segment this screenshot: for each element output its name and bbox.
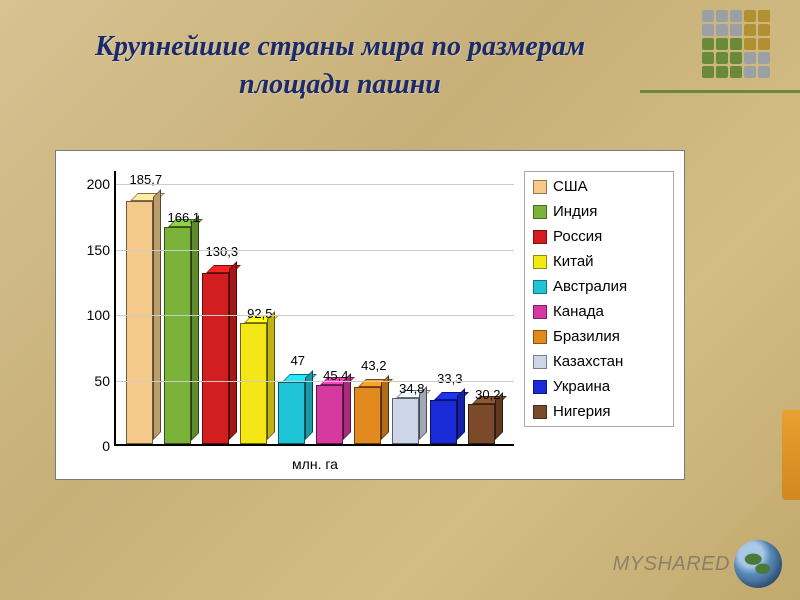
- gridline: [116, 184, 514, 185]
- legend-swatch: [533, 380, 547, 394]
- x-axis-label: млн. га: [116, 456, 514, 472]
- chart-plot-area: 185,7166,1130,392,54745,443,234,833,330,…: [114, 171, 514, 446]
- legend-item: Казахстан: [533, 353, 665, 370]
- chart-bars: 185,7166,1130,392,54745,443,234,833,330,…: [116, 171, 514, 444]
- bar: 30,2: [468, 169, 504, 444]
- legend-item: Австралия: [533, 278, 665, 295]
- bar-value-label: 43,2: [350, 358, 397, 373]
- corner-decoration-dots: [702, 10, 770, 78]
- y-tick-label: 200: [74, 176, 110, 192]
- legend-label: Индия: [553, 203, 597, 220]
- bookmark-tab: [782, 410, 800, 500]
- legend-swatch: [533, 255, 547, 269]
- chart-container: 185,7166,1130,392,54745,443,234,833,330,…: [55, 150, 685, 480]
- legend-swatch: [533, 405, 547, 419]
- legend-label: Китай: [553, 253, 594, 270]
- legend-swatch: [533, 280, 547, 294]
- bar: 34,8: [392, 169, 428, 444]
- legend-swatch: [533, 305, 547, 319]
- legend-swatch: [533, 355, 547, 369]
- bar-value-label: 130,3: [198, 244, 245, 259]
- bar: 43,2: [354, 169, 390, 444]
- legend-item: Китай: [533, 253, 665, 270]
- legend-label: Россия: [553, 228, 602, 245]
- gridline: [116, 381, 514, 382]
- watermark: MYSHARED: [613, 540, 782, 588]
- legend-swatch: [533, 205, 547, 219]
- gridline: [116, 315, 514, 316]
- y-tick-label: 100: [74, 307, 110, 323]
- legend-item: Индия: [533, 203, 665, 220]
- corner-decoration-line: [640, 90, 800, 93]
- chart-legend: США Индия Россия Китай Австралия Канада Бразил…: [524, 171, 674, 427]
- bar-value-label: 33,3: [426, 371, 473, 386]
- y-tick-label: 0: [74, 438, 110, 454]
- legend-swatch: [533, 180, 547, 194]
- bar: 185,7: [126, 169, 162, 444]
- globe-icon: [734, 540, 782, 588]
- bar-value-label: 47: [274, 353, 321, 368]
- legend-label: Канада: [553, 303, 604, 320]
- bar: 45,4: [316, 169, 352, 444]
- y-tick-label: 50: [74, 373, 110, 389]
- legend-label: Казахстан: [553, 353, 623, 370]
- legend-item: Нигерия: [533, 403, 665, 420]
- bar-value-label: 166,1: [160, 210, 207, 225]
- legend-item: США: [533, 178, 665, 195]
- legend-item: Россия: [533, 228, 665, 245]
- watermark-text: MYSHARED: [613, 553, 730, 576]
- bar: 47: [278, 169, 314, 444]
- bar: 166,1: [164, 169, 200, 444]
- legend-label: Нигерия: [553, 403, 611, 420]
- legend-label: Австралия: [553, 278, 627, 295]
- legend-item: Украина: [533, 378, 665, 395]
- legend-label: США: [553, 178, 588, 195]
- legend-swatch: [533, 230, 547, 244]
- bar: 92,5: [240, 169, 276, 444]
- bar-value-label: 92,5: [236, 306, 283, 321]
- legend-label: Украина: [553, 378, 610, 395]
- y-tick-label: 150: [74, 242, 110, 258]
- legend-swatch: [533, 330, 547, 344]
- bar-value-label: 30,2: [464, 387, 511, 402]
- bar: 33,3: [430, 169, 466, 444]
- gridline: [116, 250, 514, 251]
- bar: 130,3: [202, 169, 238, 444]
- legend-item: Бразилия: [533, 328, 665, 345]
- slide-title: Крупнейшие страны мира по размерам площа…: [60, 28, 620, 104]
- legend-label: Бразилия: [553, 328, 620, 345]
- legend-item: Канада: [533, 303, 665, 320]
